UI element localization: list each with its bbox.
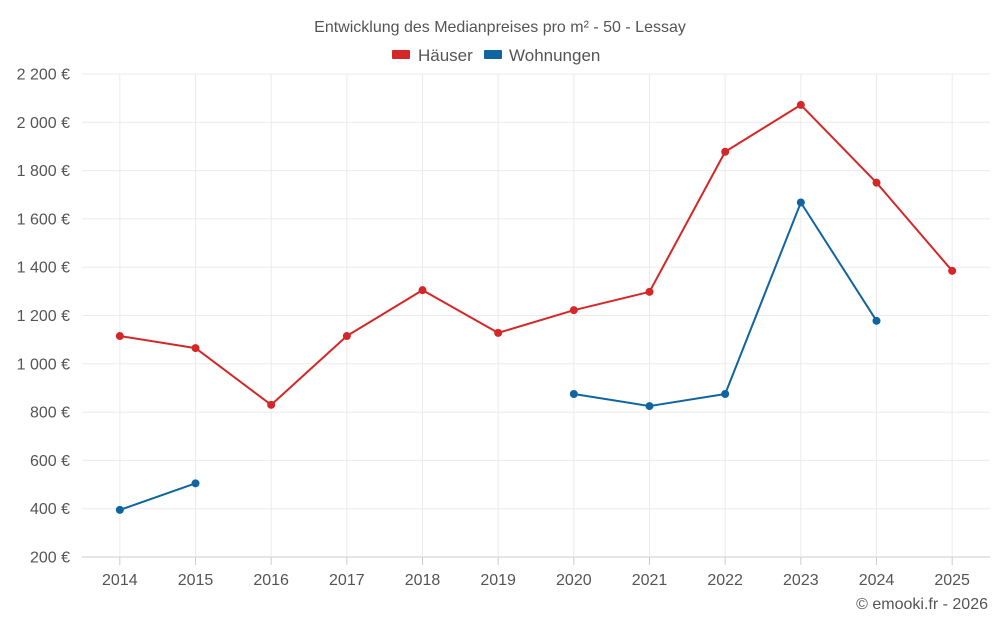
legend-swatch-hauser[interactable] [392, 50, 410, 59]
data-point-wohnungen[interactable] [115, 505, 124, 514]
y-tick-label: 200 € [30, 550, 70, 567]
series-line-wohnungen [119, 482, 196, 511]
x-tick-label: 2015 [178, 572, 214, 589]
data-point-wohnungen[interactable] [569, 389, 578, 398]
x-tick-label: 2021 [632, 572, 668, 589]
x-tick-label: 2019 [480, 572, 516, 589]
data-point-wohnungen[interactable] [191, 479, 200, 488]
data-point-hauser[interactable] [267, 400, 276, 409]
x-tick-label: 2016 [253, 572, 289, 589]
y-tick-label: 2 000 € [17, 115, 70, 132]
data-point-wohnungen[interactable] [721, 389, 730, 398]
x-tick-label: 2024 [859, 572, 895, 589]
data-point-wohnungen[interactable] [872, 316, 881, 325]
data-point-hauser[interactable] [418, 286, 427, 295]
legend-label-wohnungen[interactable]: Wohnungen [509, 46, 600, 65]
data-point-hauser[interactable] [948, 266, 957, 275]
y-tick-label: 1 800 € [17, 163, 70, 180]
data-point-hauser[interactable] [494, 328, 503, 337]
grid [82, 73, 990, 558]
x-tick-label: 2023 [783, 572, 819, 589]
data-point-hauser[interactable] [569, 306, 578, 315]
data-point-wohnungen[interactable] [796, 198, 805, 207]
credit-text: © emooki.fr - 2026 [856, 596, 988, 613]
x-tick-label: 2017 [329, 572, 365, 589]
x-tick-label: 2014 [102, 572, 138, 589]
y-tick-label: 800 € [30, 405, 70, 422]
x-tick-label: 2018 [405, 572, 441, 589]
data-point-hauser[interactable] [115, 332, 124, 341]
y-tick-label: 2 200 € [17, 67, 70, 84]
series-line-hauser [119, 103, 953, 406]
legend-label-hauser[interactable]: Häuser [418, 46, 473, 65]
data-point-hauser[interactable] [645, 287, 654, 296]
x-tick-label: 2020 [556, 572, 592, 589]
y-tick-label: 1 000 € [17, 356, 70, 373]
y-tick-label: 1 600 € [17, 211, 70, 228]
data-point-hauser[interactable] [342, 332, 351, 341]
data-point-hauser[interactable] [796, 100, 805, 109]
data-point-wohnungen[interactable] [645, 402, 654, 411]
chart-title: Entwicklung des Medianpreises pro m² - 5… [314, 19, 686, 36]
axes: 200 € 400 € 600 € 800 € 1 000 € 1 200 € 1 400 … [17, 67, 970, 590]
legend: Häuser Wohnungen [392, 46, 600, 65]
data-point-hauser[interactable] [872, 178, 881, 187]
series [115, 100, 957, 514]
y-tick-label: 1 200 € [17, 308, 70, 325]
data-point-hauser[interactable] [191, 344, 200, 353]
y-tick-label: 400 € [30, 501, 70, 518]
data-point-hauser[interactable] [721, 147, 730, 156]
y-tick-label: 1 400 € [17, 260, 70, 277]
x-tick-label: 2022 [707, 572, 743, 589]
x-tick-label: 2025 [934, 572, 970, 589]
legend-swatch-wohnungen[interactable] [484, 50, 502, 59]
y-tick-label: 600 € [30, 453, 70, 470]
